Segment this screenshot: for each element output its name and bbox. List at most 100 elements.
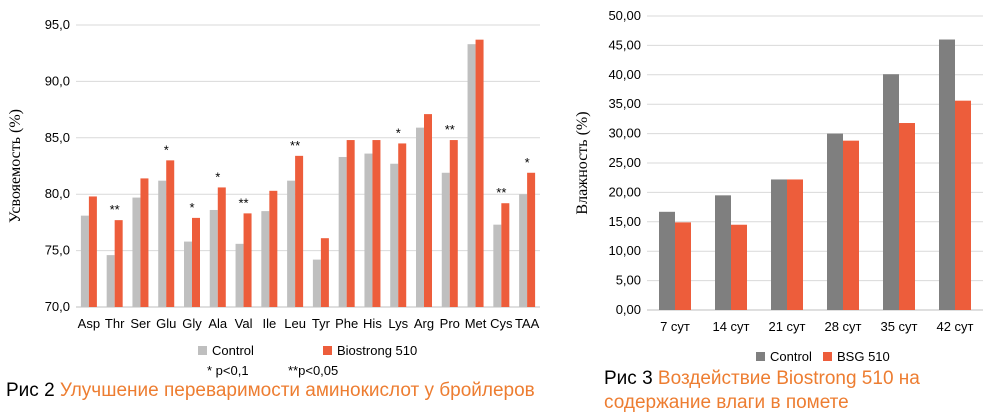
y-tick-label: 20,00	[608, 184, 641, 199]
footnote: **p<0,05	[288, 363, 338, 378]
bar-control	[261, 211, 270, 307]
bar-control	[132, 197, 141, 307]
bar-control	[715, 195, 731, 310]
bar-treatment	[320, 238, 329, 307]
bar-treatment	[295, 155, 304, 307]
x-tick-label: Glu	[156, 316, 176, 331]
y-tick-label: 15,00	[608, 214, 641, 229]
x-tick-label: TAA	[515, 316, 540, 331]
legend-label: Biostrong 510	[337, 343, 417, 358]
bar-treatment	[269, 190, 278, 307]
significance-marker: *	[215, 169, 220, 184]
chart-digestibility: 70,0 75,0 80,0 85,0 90,0 95,0 Усвояемость (%) A…	[7, 17, 540, 378]
bar-treatment	[140, 178, 149, 307]
y-tick-label: 50,00	[608, 8, 641, 23]
bar-control	[883, 74, 899, 310]
bar-treatment	[675, 222, 691, 310]
y-tick-label: 95,0	[45, 17, 70, 32]
bar-treatment	[475, 39, 484, 307]
bar-control	[364, 153, 373, 307]
significance-marker: *	[396, 125, 401, 140]
x-tick-label: Tyr	[312, 316, 331, 331]
bar-control	[441, 172, 450, 307]
bar-treatment	[787, 179, 803, 310]
bar-control	[519, 194, 528, 307]
bar-treatment	[731, 224, 747, 310]
legend-label: Control	[212, 343, 254, 358]
x-tick-label: Thr	[105, 316, 125, 331]
x-tick-label: Pro	[440, 316, 460, 331]
x-tick-label: Cys	[490, 316, 513, 331]
y-tick-label: 45,00	[608, 37, 641, 52]
legend-label: Control	[770, 349, 812, 364]
bar-treatment	[955, 100, 971, 310]
figure-3-title: Воздействие Biostrong 510 на содержание …	[604, 368, 920, 413]
legend-swatch	[823, 352, 832, 361]
bar-treatment	[217, 187, 226, 307]
bar-control	[158, 180, 167, 307]
bar-treatment	[88, 196, 97, 307]
x-tick-label: Leu	[284, 316, 306, 331]
significance-marker: **	[496, 185, 506, 200]
significance-marker: **	[290, 138, 300, 153]
y-tick-label: 90,0	[45, 73, 70, 88]
bar-control	[184, 241, 192, 307]
significance-marker: *	[189, 200, 194, 215]
x-tick-label: Gly	[182, 316, 202, 331]
y-tick-label: 10,00	[608, 243, 641, 258]
bar-control	[106, 255, 115, 307]
bar-treatment	[843, 140, 859, 310]
y-tick-label: 5,00	[616, 273, 641, 288]
x-tick-label: Lys	[388, 316, 408, 331]
bar-control	[827, 133, 843, 310]
x-tick-label: Phe	[335, 316, 358, 331]
bar-control	[467, 44, 476, 308]
y-axis-label: Влажность (%)	[574, 111, 591, 214]
bar-treatment	[449, 140, 458, 307]
bar-treatment	[114, 220, 123, 307]
y-tick-label: 0,00	[616, 302, 641, 317]
bar-control	[338, 156, 347, 307]
bar-control	[287, 180, 296, 307]
bar-treatment	[166, 160, 175, 307]
x-tick-label: Asp	[78, 316, 100, 331]
bar-control	[209, 209, 218, 307]
x-tick-label: Val	[235, 316, 253, 331]
bar-control	[659, 211, 675, 310]
x-tick-label: Ser	[130, 316, 151, 331]
bar-control	[416, 127, 424, 307]
figure-3-caption: Рис 3 Воздействие Biostrong 510 на содер…	[604, 367, 984, 415]
figure-2-caption: Рис 2 Улучшение переваримости аминокисло…	[6, 379, 535, 403]
y-tick-label: 25,00	[608, 155, 641, 170]
legend-swatch	[198, 346, 207, 355]
x-tick-label: 28 сут	[824, 319, 861, 334]
y-tick-label: 35,00	[608, 96, 641, 111]
bar-treatment	[527, 172, 536, 307]
figure-2-title: Улучшение переваримости аминокислот у бр…	[59, 380, 535, 401]
y-axis-label: Усвояемость (%)	[7, 109, 24, 223]
bar-control	[390, 163, 399, 307]
chart-moisture: 0,00 5,00 10,00 15,00 20,00 25,00 30,00 35,00 40…	[574, 8, 983, 364]
x-tick-label: 7 сут	[660, 319, 690, 334]
bar-control	[939, 39, 955, 311]
y-tick-label: 70,0	[45, 299, 70, 314]
x-tick-label: 21 сут	[768, 319, 805, 334]
x-tick-label: Ile	[262, 316, 276, 331]
significance-marker: **	[110, 202, 120, 217]
y-tick-label: 40,00	[608, 67, 641, 82]
footnote: * p<0,1	[207, 363, 249, 378]
y-tick-label: 75,0	[45, 243, 70, 258]
significance-marker: **	[238, 195, 248, 210]
bar-treatment	[243, 213, 252, 307]
figure-2-prefix: Рис 2	[6, 380, 60, 401]
x-tick-label: His	[363, 316, 382, 331]
bar-treatment	[346, 140, 355, 307]
bar-treatment	[899, 123, 915, 311]
significance-marker: **	[445, 122, 455, 137]
x-tick-label: 35 сут	[880, 319, 917, 334]
bar-treatment	[424, 114, 432, 307]
x-tick-label: Ala	[208, 316, 228, 331]
x-tick-label: 42 сут	[936, 319, 973, 334]
y-tick-label: 30,00	[608, 126, 641, 141]
legend-label: BSG 510	[837, 349, 890, 364]
